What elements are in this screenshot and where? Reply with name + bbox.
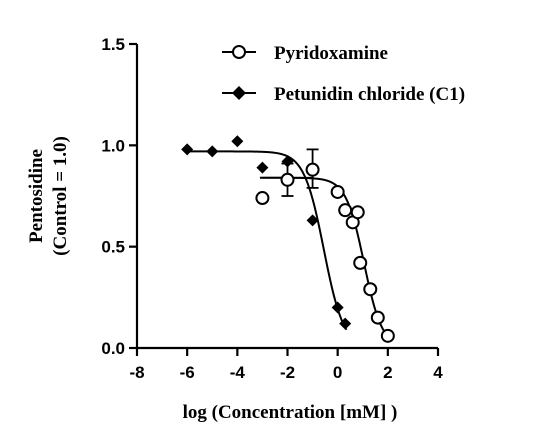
x-tick-label: -8 [129, 363, 144, 382]
point-petunidin [231, 135, 244, 148]
x-tick-label: -4 [230, 363, 246, 382]
legend: Pyridoxamine Petunidin chloride (C1) [222, 43, 465, 105]
point-pyridoxamine [370, 310, 385, 325]
x-tick-label: 0 [333, 363, 342, 382]
point-pyridoxamine [380, 328, 395, 343]
y-tick-label: 1.0 [101, 136, 125, 155]
ticks: -8 -6 -4 -2 0 2 4 0.0 0.5 1.0 1.5 [101, 35, 443, 382]
legend-label-petunidin: Petunidin chloride (C1) [274, 84, 465, 105]
y-tick-label: 1.5 [101, 35, 125, 54]
x-tick-label: 2 [383, 363, 392, 382]
legend-marker-open-circle [232, 45, 246, 59]
point-pyridoxamine [363, 282, 378, 297]
legend-label-pyridoxamine: Pyridoxamine [274, 43, 388, 64]
point-pyridoxamine [353, 255, 368, 270]
point-petunidin [206, 145, 219, 158]
point-pyridoxamine [350, 205, 365, 220]
legend-item-pyridoxamine: Pyridoxamine [222, 43, 388, 64]
point-petunidin [181, 143, 194, 156]
x-tick-label: -6 [180, 363, 195, 382]
x-tick-label: 4 [433, 363, 443, 382]
y-axis-title: Pentosidine (Control = 1.0) [26, 136, 71, 256]
y-tick-label: 0.5 [101, 238, 125, 257]
point-pyridoxamine [338, 203, 353, 218]
point-pyridoxamine [305, 162, 320, 177]
point-pyridoxamine [280, 172, 295, 187]
point-petunidin [281, 155, 294, 168]
y-tick-label: 0.0 [101, 339, 125, 358]
x-axis-title: log (Concentration [mM] ) [183, 402, 398, 423]
x-tick-label: -2 [280, 363, 295, 382]
point-petunidin [331, 301, 344, 314]
data-points [181, 135, 395, 343]
y-axis-title-line-2: (Control = 1.0) [50, 136, 71, 256]
point-petunidin [256, 161, 269, 174]
legend-item-petunidin: Petunidin chloride (C1) [222, 84, 465, 105]
point-pyridoxamine [255, 191, 270, 206]
y-axis-title-line-1: Pentosidine [26, 149, 47, 243]
point-petunidin [306, 214, 319, 227]
legend-marker-filled-diamond [232, 86, 246, 100]
point-petunidin [339, 317, 352, 330]
point-pyridoxamine [330, 184, 345, 199]
